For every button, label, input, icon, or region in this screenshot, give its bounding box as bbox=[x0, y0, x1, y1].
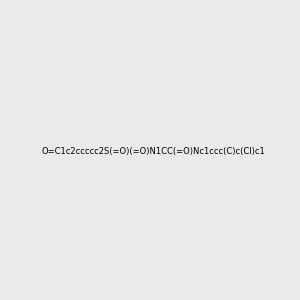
Text: O=C1c2ccccc2S(=O)(=O)N1CC(=O)Nc1ccc(C)c(Cl)c1: O=C1c2ccccc2S(=O)(=O)N1CC(=O)Nc1ccc(C)c(… bbox=[42, 147, 266, 156]
